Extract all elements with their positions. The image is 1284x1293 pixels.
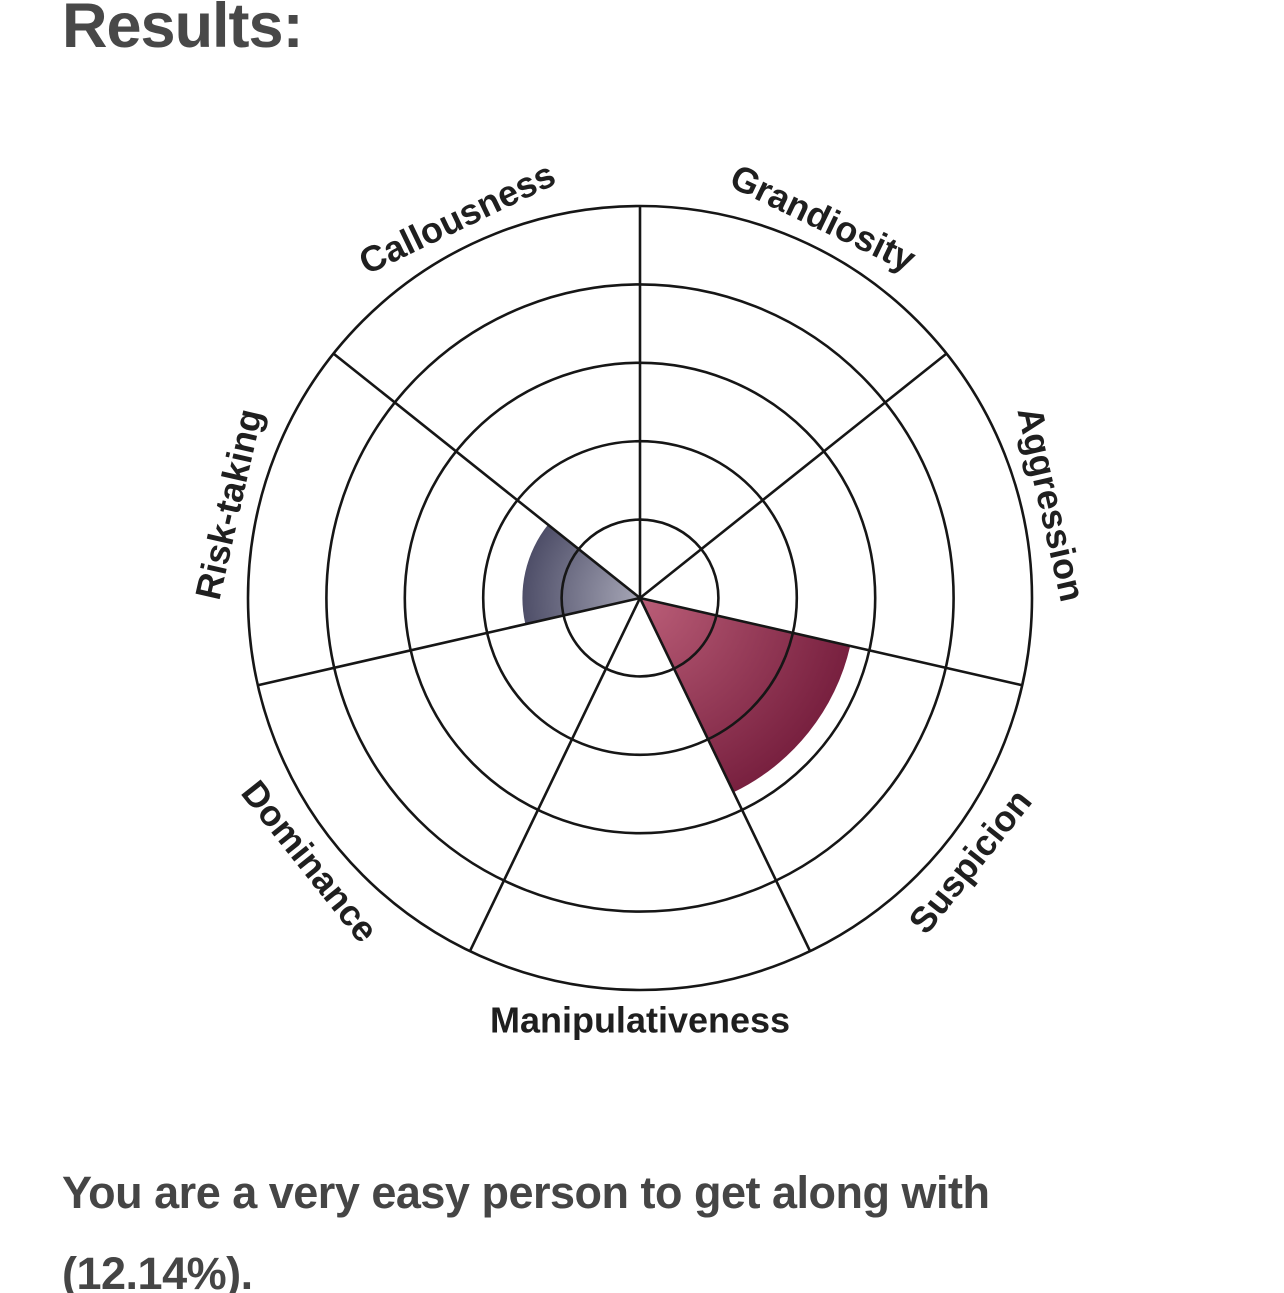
category-label-callousness: Callousness — [352, 153, 561, 282]
wedge-risk-taking — [522, 524, 640, 625]
grid-spoke — [257, 596, 641, 687]
category-label-risk-taking: Risk-taking — [187, 405, 270, 603]
grid-spoke — [332, 352, 641, 600]
grid-spoke — [468, 597, 642, 952]
wedge-suspicion — [640, 598, 851, 793]
grid-spoke — [639, 352, 948, 600]
category-label-suspicion: Suspicion — [900, 781, 1039, 941]
grid-spoke — [639, 596, 1023, 687]
results-heading: Results: — [62, 0, 304, 61]
category-label-dominance: Dominance — [234, 772, 387, 949]
result-summary-line-1: You are a very easy person to get along … — [62, 1167, 990, 1218]
result-summary-line-2: (12.14%). — [62, 1248, 253, 1293]
category-label-manipulativeness: Manipulativeness — [490, 1000, 790, 1041]
difficult-person-polar-chart: Grandiosity Aggression Suspicion Manipulati… — [187, 153, 1093, 1041]
category-label-grandiosity: Grandiosity — [724, 156, 922, 280]
result-summary: You are a very easy person to get along … — [62, 1152, 1232, 1293]
grid-spoke — [638, 597, 812, 952]
category-label-aggression: Aggression — [1009, 403, 1093, 605]
